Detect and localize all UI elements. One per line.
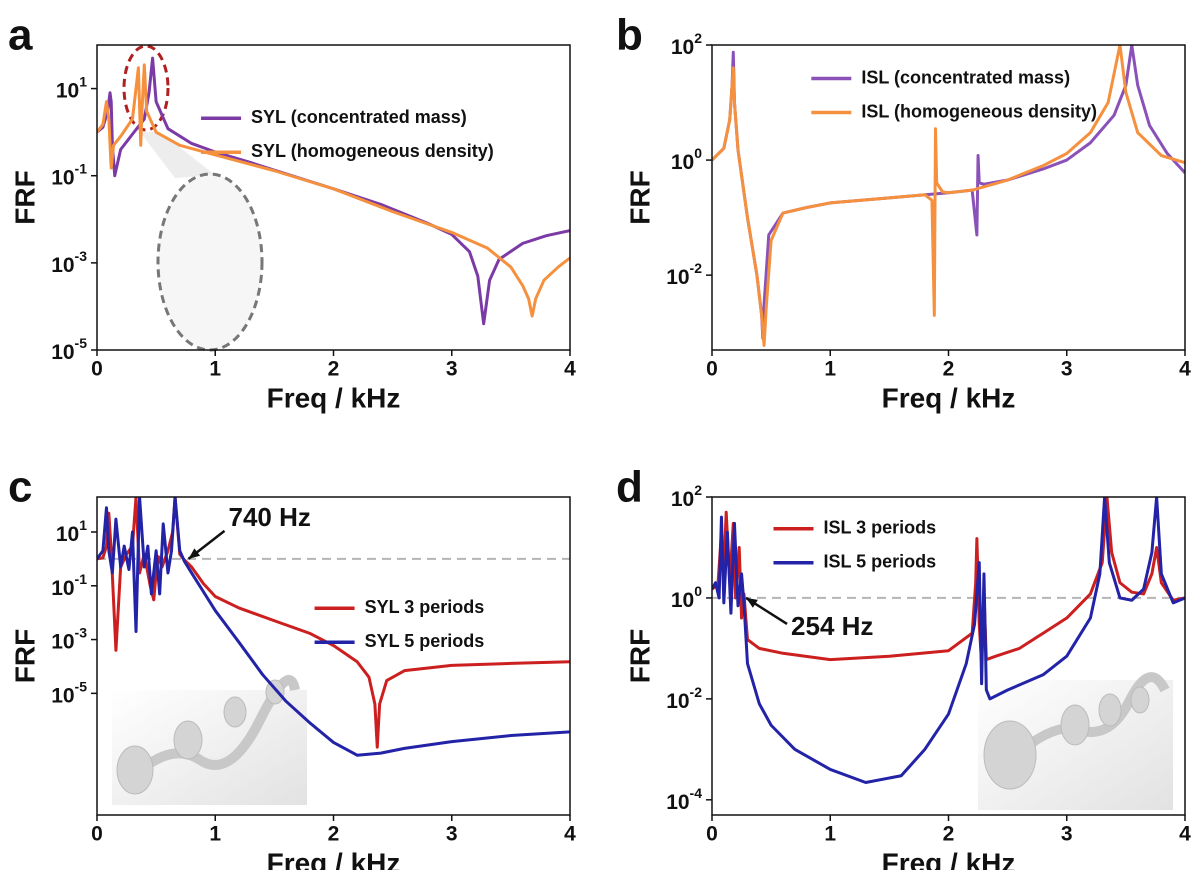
x-tick-label: 2 bbox=[328, 823, 340, 846]
y-axis-label: FRF bbox=[9, 629, 40, 683]
x-tick-label: 4 bbox=[1179, 358, 1191, 381]
x-tick-label: 4 bbox=[564, 358, 576, 381]
y-axis-label: FRF bbox=[624, 629, 655, 683]
y-tick-label: 102 bbox=[671, 30, 702, 59]
y-tick-label: 10-5 bbox=[51, 335, 87, 364]
y-tick-label: 10-2 bbox=[666, 684, 702, 713]
annotation-arrowhead bbox=[746, 597, 758, 608]
x-tick-label: 1 bbox=[209, 823, 221, 846]
y-tick-label: 10-1 bbox=[51, 160, 87, 189]
x-tick-label: 2 bbox=[943, 823, 955, 846]
plot-frame bbox=[96, 44, 571, 351]
x-tick-label: 2 bbox=[328, 358, 340, 381]
plot-frame bbox=[711, 496, 1186, 816]
zoom-connector bbox=[140, 132, 215, 178]
panel-label: d bbox=[616, 463, 643, 512]
x-tick-label: 0 bbox=[91, 823, 103, 846]
annotation-arrowhead bbox=[188, 548, 201, 559]
y-tick-label: 101 bbox=[56, 73, 87, 102]
series-line bbox=[712, 497, 1185, 785]
y-tick-label: 10-2 bbox=[666, 260, 702, 289]
x-tick-label: 0 bbox=[706, 358, 718, 381]
legend-label: SYL 5 periods bbox=[365, 631, 485, 651]
x-tick-label: 3 bbox=[1061, 823, 1073, 846]
series-line bbox=[97, 56, 570, 326]
legend-label: ISL 3 periods bbox=[823, 518, 936, 538]
x-tick-label: 1 bbox=[824, 358, 836, 381]
y-tick-label: 10-4 bbox=[666, 785, 702, 814]
series-line bbox=[97, 497, 570, 757]
y-tick-label: 102 bbox=[671, 482, 702, 511]
x-tick-label: 2 bbox=[943, 358, 955, 381]
structure-inset-d bbox=[978, 672, 1173, 810]
series-line bbox=[712, 45, 1185, 347]
annotation-text: 740 Hz bbox=[229, 502, 311, 532]
legend-label: SYL 3 periods bbox=[365, 597, 485, 617]
y-tick-label: 10-3 bbox=[51, 624, 87, 653]
plot-frame bbox=[711, 44, 1186, 351]
x-axis-label: Freq / kHz bbox=[267, 847, 401, 870]
x-tick-label: 3 bbox=[446, 358, 458, 381]
x-tick-label: 1 bbox=[209, 358, 221, 381]
series-line bbox=[97, 63, 570, 318]
annotation-text: 254 Hz bbox=[791, 611, 873, 641]
y-tick-label: 101 bbox=[56, 517, 87, 546]
x-tick-label: 3 bbox=[446, 823, 458, 846]
x-tick-label: 0 bbox=[706, 823, 718, 846]
x-axis-label: Freq / kHz bbox=[882, 382, 1016, 413]
legend-label: ISL (homogeneous density) bbox=[861, 101, 1097, 121]
y-axis-label: FRF bbox=[624, 170, 655, 224]
x-tick-label: 4 bbox=[564, 823, 576, 846]
legend-label: SYL (concentrated mass) bbox=[251, 107, 467, 127]
x-axis-label: Freq / kHz bbox=[267, 382, 401, 413]
plot-frame bbox=[96, 496, 571, 816]
structure-inset-c bbox=[112, 675, 307, 805]
zoom-inset bbox=[156, 172, 264, 352]
x-tick-label: 1 bbox=[824, 823, 836, 846]
y-tick-label: 10-3 bbox=[51, 248, 87, 277]
legend-label: SYL (homogeneous density) bbox=[251, 141, 494, 161]
panel-label: a bbox=[8, 11, 33, 60]
x-tick-label: 0 bbox=[91, 358, 103, 381]
y-axis-label: FRF bbox=[9, 170, 40, 224]
y-tick-label: 10-1 bbox=[51, 570, 87, 599]
panel-label: c bbox=[8, 463, 32, 512]
zoom-region bbox=[122, 44, 170, 132]
legend-label: ISL 5 periods bbox=[823, 552, 936, 572]
y-tick-label: 10-5 bbox=[51, 678, 87, 707]
x-tick-label: 3 bbox=[1061, 358, 1073, 381]
legend-label: ISL (concentrated mass) bbox=[861, 67, 1070, 87]
panel-label: b bbox=[616, 11, 643, 60]
y-tick-label: 100 bbox=[671, 145, 702, 174]
x-tick-label: 4 bbox=[1179, 823, 1191, 846]
y-tick-label: 100 bbox=[671, 583, 702, 612]
x-axis-label: Freq / kHz bbox=[882, 847, 1016, 870]
